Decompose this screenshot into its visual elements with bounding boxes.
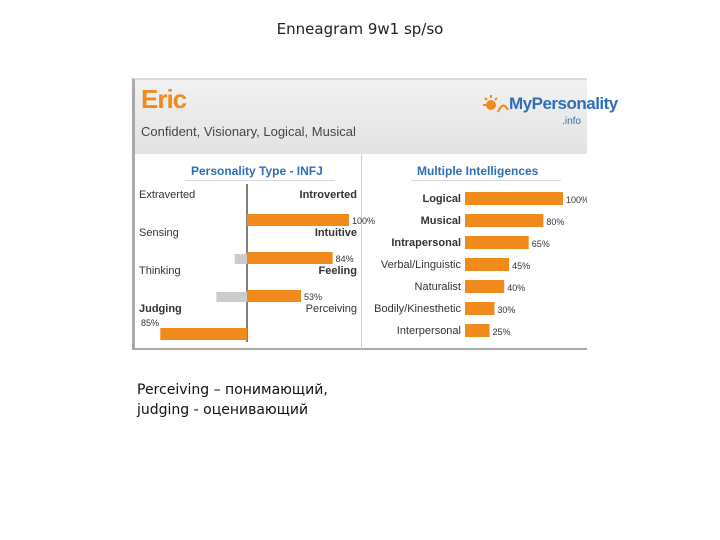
charts-canvas: Extraverted Introverted 100% Sensing Intuiti… (139, 184, 587, 342)
personality-value-label: 53% (304, 292, 322, 302)
mypersonality-logo: MyPersonality .info (481, 88, 618, 136)
profile-traits: Confident, Visionary, Logical, Musical (141, 124, 356, 139)
personality-left-label: Judging (139, 303, 182, 315)
personality-left-label: Thinking (139, 265, 181, 277)
intelligence-value-label: 80% (546, 217, 564, 227)
personality-value-label: 100% (352, 216, 375, 226)
intelligence-label: Intrapersonal (391, 237, 461, 249)
personality-profile-card: Eric Confident, Visionary, Logical, Musi… (132, 78, 618, 350)
personality-right-label: Feeling (318, 265, 357, 277)
intelligence-value-label: 25% (493, 327, 511, 337)
multiple-intelligences-title: Multiple Intelligences (417, 164, 539, 178)
profile-header: Eric Confident, Visionary, Logical, Musi… (135, 80, 618, 154)
personality-bar (247, 252, 333, 264)
caption-line-judging: judging - оценивающий (137, 402, 309, 418)
personality-left-label: Extraverted (139, 189, 195, 201)
personality-bar (247, 290, 302, 302)
caption-line-perceiving: Perceiving – понимающий, (137, 382, 328, 398)
multiple-intelligences-underline (411, 180, 561, 181)
personality-value-label: 85% (141, 318, 159, 328)
intelligence-label: Naturalist (415, 281, 461, 293)
intelligence-bar (465, 258, 510, 271)
intelligence-bar (465, 214, 544, 227)
intelligence-bar (465, 302, 495, 315)
caption: Perceiving – понимающий, judging - оцени… (137, 380, 328, 420)
personality-context-bar (216, 292, 247, 302)
logo-text: MyPersonality (509, 94, 618, 113)
personality-right-label: Introverted (300, 189, 357, 201)
sun-logo-icon (483, 95, 509, 113)
intelligence-label: Bodily/Kinesthetic (374, 303, 461, 315)
panel-divider (361, 154, 362, 350)
personality-bar (160, 328, 247, 340)
intelligence-bar (465, 324, 490, 337)
slide-title: Enneagram 9w1 sp/so (276, 20, 444, 38)
personality-bar (247, 214, 349, 226)
intelligence-label: Logical (422, 193, 461, 205)
personality-value-label: 84% (336, 254, 354, 264)
personality-context-bar (234, 254, 247, 264)
intelligence-value-label: 40% (507, 283, 525, 293)
intelligence-bar (465, 236, 529, 249)
logo-subtext: .info (562, 116, 581, 127)
intelligence-value-label: 65% (532, 239, 550, 249)
intelligence-value-label: 30% (497, 305, 515, 315)
personality-right-label: Intuitive (315, 227, 357, 239)
intelligence-bar (465, 280, 505, 293)
intelligence-value-label: 100% (566, 195, 587, 205)
intelligence-bar (465, 192, 563, 205)
intelligence-label: Verbal/Linguistic (381, 259, 462, 271)
intelligence-value-label: 45% (512, 261, 530, 271)
intelligence-label: Interpersonal (397, 325, 461, 337)
personality-type-title: Personality Type - INFJ (191, 164, 323, 178)
personality-right-label: Perceiving (306, 303, 357, 315)
profile-name: Eric (141, 84, 187, 114)
personality-left-label: Sensing (139, 227, 179, 239)
personality-type-underline (185, 180, 335, 181)
intelligence-label: Musical (421, 215, 461, 227)
